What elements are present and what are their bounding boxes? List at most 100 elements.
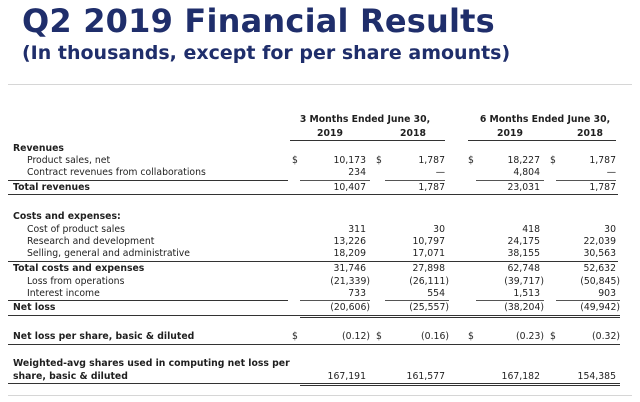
cell-value: 23,031 [507, 182, 540, 193]
cell-value: 22,039 [583, 236, 616, 247]
cell-value: (50,845) [580, 276, 620, 287]
cell-value: (0.23) [516, 331, 544, 342]
row-label: Research and development [27, 236, 155, 247]
currency-symbol: $ [292, 155, 298, 166]
cell-value: 52,632 [583, 263, 616, 274]
currency-symbol: $ [376, 331, 382, 342]
cell-value: — [435, 167, 445, 178]
currency-symbol: $ [468, 155, 474, 166]
cell-value: 1,787 [589, 182, 616, 193]
cell-value: (49,942) [580, 302, 620, 313]
footer-divider [8, 395, 632, 396]
row-label: Contract revenues from collaborations [27, 167, 206, 178]
section-label-revenues: Revenues [13, 143, 64, 154]
cell-value: 10,797 [412, 236, 445, 247]
cell-value: 30 [433, 224, 445, 235]
cell-value: (0.32) [592, 331, 620, 342]
cell-value: 1,787 [589, 155, 616, 166]
cell-value: 1,787 [418, 155, 445, 166]
cell-value: 1,787 [418, 182, 445, 193]
double-rule [300, 385, 620, 386]
cell-value: 13,226 [333, 236, 366, 247]
double-rule [300, 317, 620, 318]
row-label: Interest income [27, 288, 100, 299]
cell-value: (0.16) [421, 331, 449, 342]
cell-value: 18,227 [507, 155, 540, 166]
subtotal-rule [385, 180, 445, 181]
cell-value: 1,513 [513, 288, 540, 299]
page-title: Q2 2019 Financial Results [22, 2, 495, 40]
cell-value: (25,557) [409, 302, 449, 313]
cell-value: 30,563 [583, 248, 616, 259]
cell-value: 554 [427, 288, 445, 299]
currency-symbol: $ [292, 331, 298, 342]
period-header-3-months: 3 Months Ended June 30, [299, 114, 431, 125]
row-label-weighted-avg-shares-cont: share, basic & diluted [13, 371, 128, 382]
cell-value: 27,898 [412, 263, 445, 274]
cell-value: 161,577 [406, 371, 445, 382]
row-label-total-costs: Total costs and expenses [13, 263, 145, 274]
period-header-6-months: 6 Months Ended June 30, [479, 114, 611, 125]
cell-value: (38,204) [504, 302, 544, 313]
row-rule [8, 315, 620, 316]
cell-value: 24,175 [507, 236, 540, 247]
cell-value: (26,111) [409, 276, 449, 287]
year-header: 2018 [400, 128, 426, 139]
subtotal-rule [300, 300, 370, 301]
cell-value: 17,071 [412, 248, 445, 259]
cell-value: 733 [348, 288, 366, 299]
currency-symbol: $ [550, 331, 556, 342]
cell-value: (21,339) [330, 276, 370, 287]
cell-value: 10,407 [333, 182, 366, 193]
row-label-weighted-avg-shares: Weighted-avg shares used in computing ne… [13, 358, 290, 369]
section-label-costs: Costs and expenses: [13, 211, 121, 222]
cell-value: 167,191 [327, 371, 366, 382]
row-rule [8, 180, 288, 181]
row-rule [8, 261, 618, 262]
cell-value: (39,717) [504, 276, 544, 287]
currency-symbol: $ [550, 155, 556, 166]
subtotal-rule [300, 180, 370, 181]
row-label: Product sales, net [27, 155, 111, 166]
row-rule [8, 300, 288, 301]
row-label-net-loss-per-share: Net loss per share, basic & diluted [13, 331, 195, 342]
year-header: 2018 [577, 128, 603, 139]
cell-value: 30 [604, 224, 616, 235]
row-label-total-revenues: Total revenues [13, 182, 90, 193]
subtotal-rule [556, 300, 620, 301]
header-underline [290, 140, 445, 141]
subtotal-rule [385, 300, 449, 301]
subtotal-rule [476, 180, 544, 181]
cell-value: 418 [522, 224, 540, 235]
cell-value: (0.12) [342, 331, 370, 342]
cell-value: 311 [348, 224, 366, 235]
cell-value: 167,182 [501, 371, 540, 382]
cell-value: 234 [348, 167, 366, 178]
row-label: Cost of product sales [27, 224, 125, 235]
row-rule [8, 194, 618, 195]
cell-value: 38,155 [507, 248, 540, 259]
year-header: 2019 [317, 128, 343, 139]
cell-value: — [606, 167, 616, 178]
year-header: 2019 [497, 128, 523, 139]
page-subtitle: (In thousands, except for per share amou… [22, 42, 511, 64]
cell-value: 62,748 [507, 263, 540, 274]
cell-value: 31,746 [333, 263, 366, 274]
cell-value: 10,173 [333, 155, 366, 166]
cell-value: 154,385 [577, 371, 616, 382]
header-underline [468, 140, 616, 141]
subtotal-rule [556, 180, 616, 181]
cell-value: 18,209 [333, 248, 366, 259]
subtotal-rule [476, 300, 544, 301]
row-label: Loss from operations [27, 276, 125, 287]
title-divider [8, 84, 632, 85]
row-rule [8, 344, 620, 345]
currency-symbol: $ [468, 331, 474, 342]
currency-symbol: $ [376, 155, 382, 166]
row-rule [8, 383, 620, 384]
row-label-net-loss: Net loss [13, 302, 56, 313]
cell-value: 903 [598, 288, 616, 299]
row-label: Selling, general and administrative [27, 248, 190, 259]
cell-value: 4,804 [513, 167, 540, 178]
